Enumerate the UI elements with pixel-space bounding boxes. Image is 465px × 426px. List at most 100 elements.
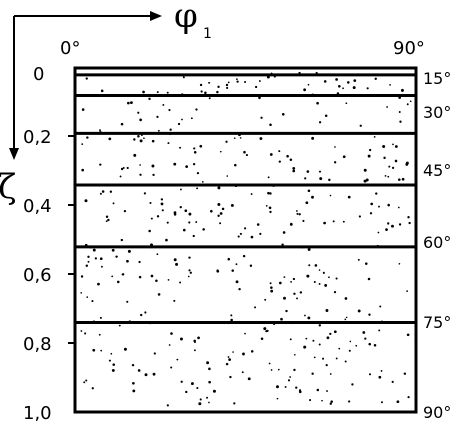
- texture-dot: [127, 249, 131, 253]
- texture-dot: [378, 205, 380, 208]
- texture-dot: [237, 235, 240, 238]
- texture-dot: [87, 255, 90, 258]
- texture-dot: [179, 146, 182, 149]
- right-angle-label-60: 60°: [423, 233, 451, 252]
- texture-dot: [311, 372, 314, 375]
- texture-dot: [150, 274, 154, 278]
- texture-dot: [406, 103, 409, 106]
- texture-dot: [151, 164, 155, 168]
- texture-dot: [254, 306, 257, 309]
- texture-dot: [302, 219, 305, 223]
- texture-dot: [406, 290, 408, 293]
- texture-dot: [398, 262, 401, 265]
- texture-dot: [193, 147, 196, 150]
- texture-dot: [92, 348, 96, 352]
- texture-dot: [347, 195, 351, 199]
- texture-dot: [409, 100, 412, 103]
- texture-dot: [298, 390, 302, 394]
- texture-dot: [187, 275, 190, 278]
- texture-dot: [289, 338, 292, 341]
- texture-dot: [110, 352, 113, 355]
- texture-dot: [235, 280, 239, 284]
- right-angle-label-30: 30°: [423, 103, 451, 122]
- texture-dot: [298, 213, 301, 216]
- right-angle-label-45: 45°: [423, 161, 451, 180]
- texture-dot: [143, 137, 145, 140]
- texture-dot: [196, 187, 199, 190]
- texture-dot: [217, 85, 220, 89]
- texture-dot: [380, 370, 383, 372]
- texture-dot: [208, 81, 211, 84]
- texture-dot: [179, 281, 182, 284]
- texture-dot: [357, 258, 360, 261]
- texture-dot: [148, 97, 151, 101]
- texture-dot: [195, 108, 198, 111]
- texture-dot: [370, 202, 374, 206]
- texture-dot: [387, 175, 390, 178]
- texture-dot: [144, 373, 148, 377]
- left-tick-label-0-2: 0,2: [23, 127, 52, 148]
- texture-dot: [401, 177, 405, 181]
- texture-dot: [105, 215, 109, 218]
- texture-dot: [241, 371, 244, 374]
- texture-dot: [311, 136, 315, 140]
- texture-dot: [99, 257, 103, 261]
- right-angle-labels: 15° 30° 45° 60° 75° 90°: [423, 69, 451, 422]
- texture-dot: [80, 292, 83, 294]
- texture-dot: [242, 254, 246, 258]
- texture-dot: [367, 154, 371, 158]
- texture-dot: [403, 372, 407, 375]
- texture-dot: [126, 166, 129, 170]
- texture-dot: [305, 201, 309, 205]
- texture-dot: [217, 202, 221, 206]
- texture-dot: [348, 400, 351, 403]
- texture-dot: [84, 199, 88, 203]
- vertical-axis-arrow-head: [9, 148, 19, 160]
- texture-dot: [282, 231, 286, 234]
- texture-dot: [400, 88, 404, 92]
- texture-dot: [377, 231, 380, 234]
- texture-dot: [357, 309, 361, 313]
- texture-dot: [374, 77, 377, 81]
- texture-dot: [366, 87, 369, 90]
- texture-dot: [250, 350, 254, 353]
- texture-dot: [284, 386, 287, 388]
- texture-dot: [306, 274, 310, 278]
- texture-dot: [293, 353, 296, 356]
- texture-dot: [86, 136, 89, 139]
- texture-dot: [259, 232, 262, 235]
- horizontal-axis-arrow-head: [150, 11, 162, 21]
- texture-dot: [408, 221, 411, 225]
- texture-dot: [270, 286, 273, 289]
- texture-dot: [239, 137, 242, 139]
- texture-dot: [380, 401, 383, 404]
- texture-dot: [196, 171, 200, 175]
- texture-dot: [165, 238, 168, 242]
- texture-dot: [190, 382, 194, 386]
- texture-dot: [132, 389, 136, 393]
- texture-dot: [156, 91, 159, 94]
- texture-dot: [307, 248, 311, 251]
- texture-dot: [119, 175, 122, 178]
- texture-dot: [231, 269, 234, 272]
- texture-dot: [328, 178, 331, 182]
- texture-dot: [120, 122, 124, 126]
- axis-arrows: [9, 11, 162, 160]
- texture-dot: [99, 163, 102, 166]
- texture-dot: [112, 202, 115, 205]
- texture-dot: [120, 238, 124, 242]
- texture-dot: [333, 330, 337, 334]
- texture-dot: [144, 311, 147, 314]
- texture-dot: [407, 396, 410, 399]
- texture-dot: [385, 228, 388, 232]
- texture-dot: [182, 228, 186, 232]
- texture-dot: [230, 203, 234, 207]
- texture-dot: [108, 137, 112, 141]
- texture-dot: [387, 222, 390, 225]
- texture-dot: [189, 271, 192, 274]
- texture-dot: [305, 337, 308, 340]
- texture-dot: [342, 220, 345, 223]
- texture-dot: [227, 81, 230, 84]
- texture-dot: [292, 169, 296, 173]
